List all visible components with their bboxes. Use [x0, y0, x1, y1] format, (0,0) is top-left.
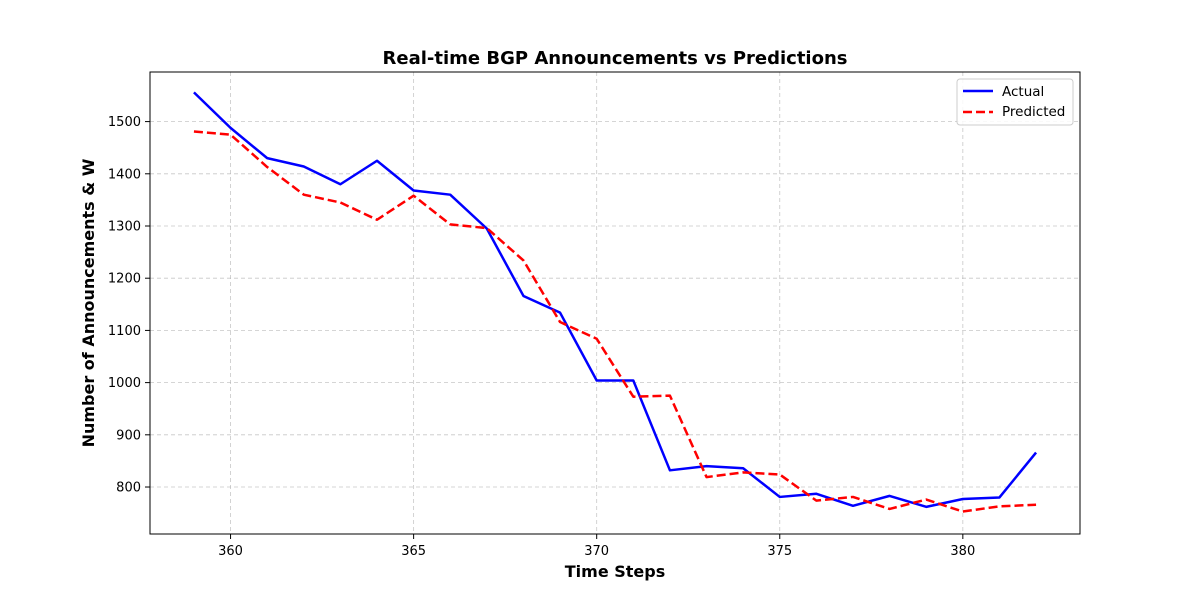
y-tick-label: 1200 [108, 272, 141, 287]
y-axis-ticks: 800 900 1000 1100 1200 1300 1400 1500 [108, 115, 150, 496]
x-axis-ticks: 360 365 370 375 380 [218, 534, 975, 559]
x-tick-label: 380 [950, 544, 975, 559]
legend: Actual Predicted [956, 78, 1074, 126]
plot-area-frame [149, 71, 1081, 535]
y-tick-label: 1100 [108, 324, 141, 339]
y-tick-label: 1400 [108, 167, 141, 182]
y-tick-label: 1500 [108, 115, 141, 130]
legend-label-predicted: Predicted [1002, 104, 1065, 120]
x-tick-label: 370 [584, 544, 609, 559]
y-tick-label: 800 [116, 481, 141, 496]
legend-label-actual: Actual [1002, 84, 1044, 100]
y-tick-label: 1000 [108, 376, 141, 391]
series-lines [193, 91, 1038, 513]
y-axis-label: Number of Announcements & W [79, 158, 98, 447]
y-tick-label: 900 [116, 428, 141, 443]
series-line-actual [193, 91, 1038, 509]
x-tick-label: 365 [401, 544, 426, 559]
series-line-predicted [193, 130, 1037, 513]
grid [150, 72, 1080, 534]
chart-title: Real-time BGP Announcements vs Predictio… [383, 48, 848, 69]
y-tick-label: 1300 [108, 220, 141, 235]
x-axis-label: Time Steps [565, 562, 666, 581]
x-tick-label: 360 [218, 544, 243, 559]
x-tick-label: 375 [767, 544, 792, 559]
